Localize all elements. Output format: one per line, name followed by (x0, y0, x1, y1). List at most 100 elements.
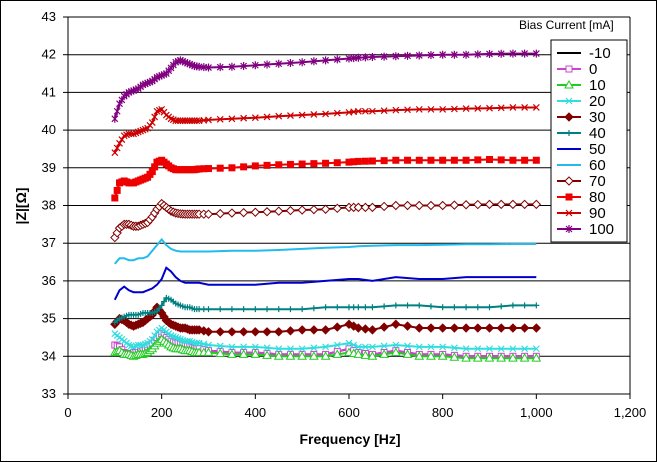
data-point (263, 113, 271, 121)
x-tick-label: 0 (64, 405, 71, 420)
data-point (298, 58, 306, 67)
legend-label: 0 (589, 61, 597, 78)
data-point (368, 343, 376, 351)
data-point (437, 200, 448, 211)
data-point (437, 323, 448, 333)
data-point (380, 107, 388, 115)
data-point (402, 200, 413, 211)
data-point (509, 49, 517, 58)
data-point (322, 304, 329, 311)
series-line-60 (114, 237, 537, 265)
data-point (361, 343, 369, 351)
data-point (298, 345, 306, 353)
legend-label: 10 (589, 77, 606, 94)
data-point (439, 50, 447, 59)
data-point (462, 105, 470, 113)
data-point (392, 52, 400, 61)
data-point (113, 144, 121, 152)
data-point (368, 157, 376, 165)
y-tick-label: 37 (42, 235, 56, 250)
legend-label: 100 (589, 221, 614, 238)
data-point (462, 345, 470, 353)
data-point (250, 207, 261, 217)
legend-item-70: 70 (557, 173, 606, 190)
data-point (285, 351, 296, 360)
data-point (205, 306, 212, 313)
data-point (367, 325, 378, 335)
data-point (354, 53, 362, 62)
data-point (354, 343, 362, 351)
x-tick-label: 200 (151, 405, 173, 420)
data-point (381, 303, 388, 310)
data-point (215, 327, 225, 337)
data-point (360, 202, 371, 213)
data-point (369, 304, 376, 311)
data-point (228, 306, 235, 313)
data-point (333, 109, 341, 117)
data-point (362, 304, 369, 311)
data-point (402, 321, 413, 331)
y-tick-label: 34 (42, 348, 56, 363)
data-point (474, 304, 481, 311)
data-point (427, 51, 435, 60)
data-point (474, 345, 482, 353)
data-point (238, 327, 249, 337)
data-point (227, 327, 237, 337)
data-point (205, 165, 212, 173)
data-point (427, 105, 435, 113)
data-point (496, 323, 506, 333)
data-point (205, 341, 212, 349)
data-point (415, 105, 423, 113)
data-point (404, 302, 411, 309)
data-point (227, 208, 237, 218)
legend-swatch-marker (564, 112, 574, 122)
data-point (227, 349, 237, 358)
data-point (367, 351, 378, 360)
data-point (320, 351, 331, 360)
series-70 (110, 198, 542, 243)
data-point (473, 199, 483, 210)
series-30 (110, 302, 542, 337)
data-point (508, 323, 518, 333)
data-point (392, 156, 400, 164)
data-point (509, 302, 516, 309)
data-point (532, 156, 540, 164)
data-point (309, 351, 319, 360)
data-point (264, 306, 271, 313)
data-point (519, 353, 530, 362)
data-point (486, 156, 493, 164)
data-point (216, 342, 224, 350)
y-tick-label: 38 (42, 198, 56, 213)
legend-item-90: 90 (557, 205, 606, 222)
data-point (368, 52, 376, 61)
data-point (193, 339, 201, 347)
data-point (462, 50, 470, 59)
data-point (216, 164, 224, 172)
data-point (322, 56, 330, 65)
data-point (297, 205, 307, 215)
data-point (521, 49, 529, 58)
data-point (486, 49, 493, 58)
data-point (228, 115, 236, 123)
data-point (532, 104, 540, 111)
data-point (437, 351, 448, 360)
data-point (496, 353, 507, 362)
data-point (361, 157, 369, 165)
data-point (215, 208, 225, 219)
data-point (404, 156, 412, 164)
legend-box (550, 39, 628, 243)
data-point (498, 303, 505, 310)
data-point (390, 347, 401, 357)
data-point (353, 323, 364, 333)
data-point (113, 186, 121, 194)
data-point (193, 117, 201, 125)
data-point (473, 323, 483, 333)
data-point (262, 350, 272, 359)
data-point (463, 304, 470, 311)
data-point (228, 164, 236, 172)
data-point (322, 110, 330, 118)
data-point (519, 323, 530, 333)
data-point (439, 343, 447, 351)
